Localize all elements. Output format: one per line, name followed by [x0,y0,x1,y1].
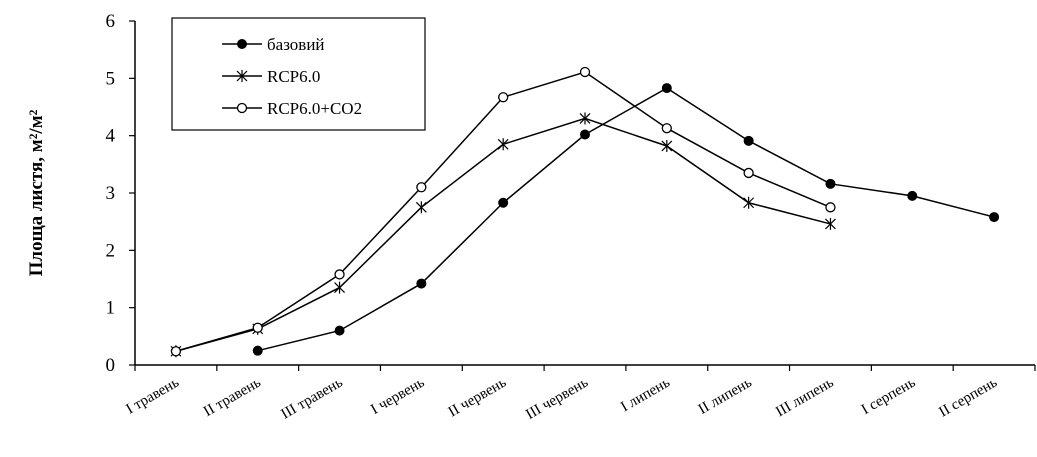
data-point [661,83,672,94]
x-tick-label: II червень [446,375,510,421]
data-point [236,70,248,82]
legend-item: RCP6.0+CO2 [222,99,362,118]
x-tick-label: II серпень [936,375,1000,421]
data-point [252,322,263,333]
data-point [825,178,836,189]
x-tick-label: I травень [124,375,183,418]
data-point [415,201,427,214]
legend-item: RCP6.0 [222,67,320,86]
data-point [237,39,247,49]
y-tick-label: 2 [106,240,116,261]
data-point [579,112,591,125]
data-point [498,92,509,103]
data-point [236,102,248,114]
data-point [580,129,590,140]
legend-label: RCP6.0 [267,67,320,86]
data-point [661,123,672,134]
x-tick-label: III липень [773,375,836,421]
data-point [334,281,345,294]
series-1 [252,83,1000,356]
y-tick-label: 3 [106,183,116,204]
data-point [170,346,182,357]
series-2 [170,112,836,358]
data-point [498,197,509,208]
y-tick-label: 0 [106,355,116,376]
x-tick-label: III червень [523,375,591,423]
data-point [907,190,918,201]
axes: 0 1 2 3 4 5 6 [106,11,1036,376]
data-point [743,167,754,179]
data-point [989,212,1000,223]
x-tick-label: II травень [201,375,264,421]
series-line [257,87,995,352]
data-point [416,278,427,289]
x-tick-label: II липень [696,375,755,418]
data-point [497,138,509,151]
x-tick-label: I червень [368,375,427,418]
y-tick-label: 5 [106,68,116,89]
y-tick-label: 4 [106,126,116,147]
data-point [252,345,263,356]
data-point [334,269,345,280]
x-tick-label: I серпень [859,375,918,419]
data-point [743,135,754,146]
data-point [825,217,836,230]
legend-box [171,17,426,131]
data-point [825,202,836,213]
x-tick-label: III травень [279,375,346,423]
y-tick-label: 1 [106,298,116,319]
legend-label: базовий [267,35,325,54]
x-tick-label: I липень [618,375,673,416]
legend: базовий RCP6.0 RCP6.0+CO2 [171,17,426,131]
labels-layer: I травень II травень III травень I червень I… [124,375,1001,423]
data-point [416,182,427,193]
data-point [334,325,345,336]
data-point [743,196,755,209]
series-layer [170,66,1000,358]
data-point [661,139,673,152]
series-3 [170,66,836,357]
legend-item: базовий [222,35,325,54]
y-tick-label: 6 [106,11,116,32]
legend-label: RCP6.0+CO2 [267,99,362,118]
y-axis-label: Площа листя, м²/м² [26,109,47,276]
data-point [579,66,591,78]
